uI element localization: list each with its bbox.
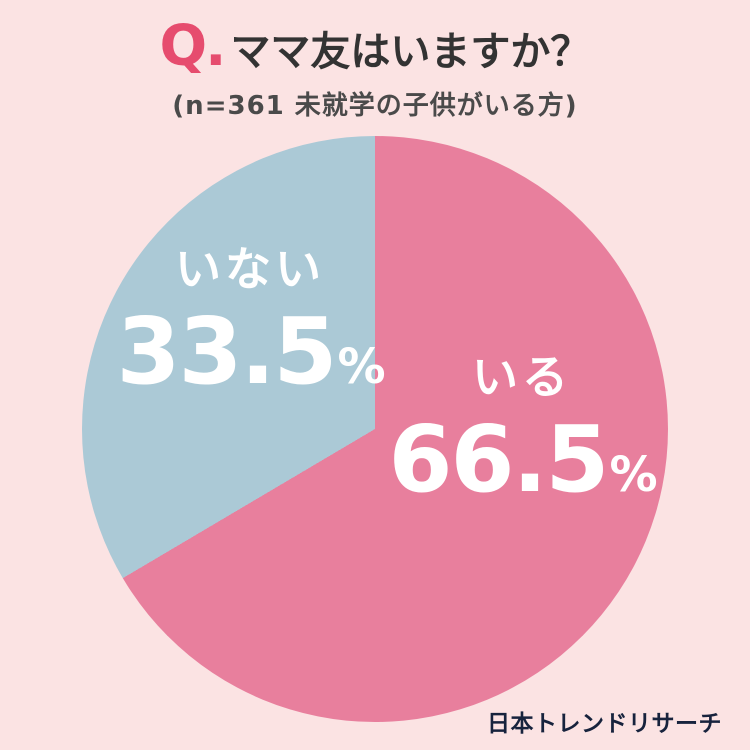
title-row: Q. ママ友はいますか？ bbox=[0, 14, 750, 79]
q-mark-label: Q. bbox=[159, 14, 227, 79]
brand-logo: 日本トレンドリサーチ bbox=[487, 711, 722, 737]
slice-value-number-inai: 33.5 bbox=[116, 298, 337, 405]
slice-value-number-iru: 66.5 bbox=[388, 406, 609, 513]
percent-sign-inai: % bbox=[337, 339, 385, 395]
chart-title: ママ友はいますか？ bbox=[230, 29, 591, 75]
slice-name-inai: いない bbox=[175, 242, 325, 296]
slice-name-iru: いる bbox=[472, 350, 572, 404]
slice-value-iru: 66.5% bbox=[388, 414, 657, 506]
slice-value-inai: 33.5% bbox=[116, 306, 385, 398]
header: Q. ママ友はいますか？ (n=361 未就学の子供がいる方) bbox=[0, 14, 750, 122]
percent-sign-iru: % bbox=[609, 447, 657, 503]
chart-subtitle: (n=361 未就学の子供がいる方) bbox=[172, 91, 578, 121]
pie-chart bbox=[82, 136, 668, 722]
slice-label-iru: いる 66.5% bbox=[388, 350, 657, 506]
slice-label-inai: いない 33.5% bbox=[116, 242, 385, 398]
